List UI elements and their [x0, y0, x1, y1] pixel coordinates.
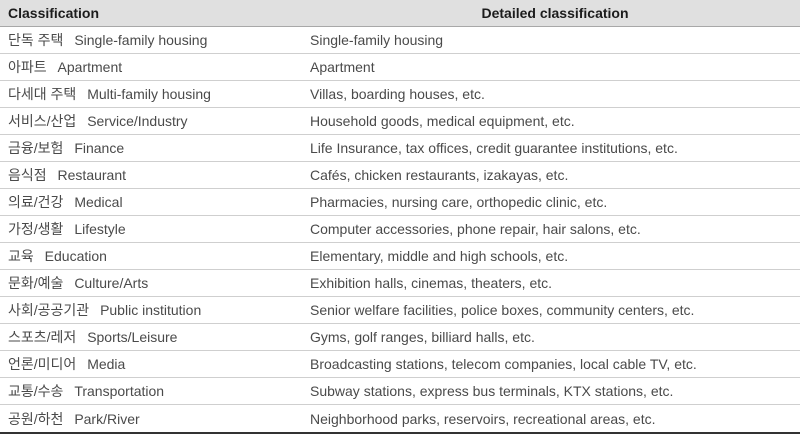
detailed-classification-cell: Neighborhood parks, reservoirs, recreati… [310, 410, 656, 427]
classification-cell: 공원/하천 Park/River [0, 409, 310, 429]
table-row: 사회/공공기관 Public institution Senior welfar… [0, 297, 800, 324]
classification-english-label: Service/Industry [87, 113, 188, 129]
classification-korean-label: 공원/하천 [8, 410, 64, 427]
classification-korean-label: 사회/공공기관 [8, 302, 90, 318]
detailed-classification-cell: Exhibition halls, cinemas, theaters, etc… [310, 275, 553, 291]
classification-cell: 다세대 주택 Multi-family housing [0, 84, 310, 104]
classification-korean-label: 교육 [8, 248, 34, 264]
detailed-classification-cell: Household goods, medical equipment, etc. [310, 113, 575, 129]
classification-cell: 교육 Education [0, 246, 310, 266]
classification-korean-label: 의료/건강 [8, 194, 64, 210]
table-body: 단독 주택 Single-family housing Single-famil… [0, 27, 800, 432]
detailed-classification-cell: Broadcasting stations, telecom companies… [310, 356, 697, 372]
table-row: 문화/예술 Culture/Arts Exhibition halls, cin… [0, 270, 800, 297]
column-header-classification: Classification [8, 5, 100, 21]
table-row: 의료/건강 Medical Pharmacies, nursing care, … [0, 189, 800, 216]
table-row: 서비스/산업 Service/Industry Household goods,… [0, 108, 800, 135]
classification-english-label: Public institution [100, 302, 202, 318]
detailed-classification-cell: Life Insurance, tax offices, credit guar… [310, 140, 678, 156]
table-row: 단독 주택 Single-family housing Single-famil… [0, 27, 800, 54]
classification-korean-label: 교통/수송 [8, 383, 64, 399]
classification-english-label: Education [44, 248, 107, 264]
classification-english-label: Transportation [74, 383, 165, 399]
classification-cell: 문화/예술 Culture/Arts [0, 273, 310, 293]
classification-cell: 단독 주택 Single-family housing [0, 30, 310, 50]
detailed-classification-cell: Apartment [310, 59, 375, 75]
classification-cell: 교통/수송 Transportation [0, 381, 310, 401]
classification-cell: 음식점 Restaurant [0, 165, 310, 185]
classification-english-label: Park/River [74, 410, 140, 427]
classification-cell: 서비스/산업 Service/Industry [0, 111, 310, 131]
classification-cell: 사회/공공기관 Public institution [0, 300, 310, 320]
classification-korean-label: 언론/미디어 [8, 356, 77, 372]
table-row: 스포츠/레저 Sports/Leisure Gyms, golf ranges,… [0, 324, 800, 351]
classification-korean-label: 서비스/산업 [8, 113, 77, 129]
table-row: 아파트 Apartment Apartment [0, 54, 800, 81]
table-header-row: Classification Detailed classification [0, 0, 800, 27]
detailed-classification-cell: Senior welfare facilities, police boxes,… [310, 302, 695, 318]
table-row: 가정/생활 Lifestyle Computer accessories, ph… [0, 216, 800, 243]
detailed-classification-cell: Gyms, golf ranges, billiard halls, etc. [310, 329, 535, 345]
table-row: 음식점 Restaurant Cafés, chicken restaurant… [0, 162, 800, 189]
detailed-classification-cell: Computer accessories, phone repair, hair… [310, 221, 641, 237]
classification-cell: 금융/보험 Finance [0, 138, 310, 158]
detailed-classification-cell: Pharmacies, nursing care, orthopedic cli… [310, 194, 608, 210]
detailed-classification-cell: Cafés, chicken restaurants, izakayas, et… [310, 167, 569, 183]
table-row: 금융/보험 Finance Life Insurance, tax office… [0, 135, 800, 162]
classification-korean-label: 문화/예술 [8, 275, 64, 291]
classification-korean-label: 스포츠/레저 [8, 329, 77, 345]
classification-english-label: Restaurant [57, 167, 127, 183]
classification-korean-label: 단독 주택 [8, 32, 64, 48]
classification-korean-label: 금융/보험 [8, 140, 64, 156]
classification-english-label: Culture/Arts [74, 275, 149, 291]
table-row: 공원/하천 Park/River Neighborhood parks, res… [0, 405, 800, 432]
classification-english-label: Lifestyle [74, 221, 126, 237]
classification-cell: 아파트 Apartment [0, 57, 310, 77]
table-row: 교육 Education Elementary, middle and high… [0, 243, 800, 270]
classification-korean-label: 음식점 [8, 167, 47, 183]
table-row: 교통/수송 Transportation Subway stations, ex… [0, 378, 800, 405]
classification-english-label: Multi-family housing [87, 86, 211, 102]
classification-korean-label: 아파트 [8, 59, 47, 75]
classification-english-label: Sports/Leisure [87, 329, 178, 345]
classification-english-label: Medical [74, 194, 123, 210]
classification-english-label: Apartment [57, 59, 123, 75]
classification-korean-label: 가정/생활 [8, 221, 64, 237]
classification-english-label: Media [87, 356, 126, 372]
column-header-detailed-classification: Detailed classification [481, 5, 629, 21]
classification-cell: 스포츠/레저 Sports/Leisure [0, 327, 310, 347]
classification-cell: 언론/미디어 Media [0, 354, 310, 374]
table-row: 다세대 주택 Multi-family housing Villas, boar… [0, 81, 800, 108]
classification-cell: 가정/생활 Lifestyle [0, 219, 310, 239]
classification-korean-label: 다세대 주택 [8, 86, 77, 102]
detailed-classification-cell: Villas, boarding houses, etc. [310, 86, 485, 102]
table-row: 언론/미디어 Media Broadcasting stations, tele… [0, 351, 800, 378]
classification-english-label: Finance [74, 140, 125, 156]
classification-cell: 의료/건강 Medical [0, 192, 310, 212]
classification-english-label: Single-family housing [74, 32, 208, 48]
detailed-classification-cell: Single-family housing [310, 32, 444, 48]
detailed-classification-cell: Elementary, middle and high schools, etc… [310, 248, 569, 264]
detailed-classification-cell: Subway stations, express bus terminals, … [310, 383, 674, 399]
